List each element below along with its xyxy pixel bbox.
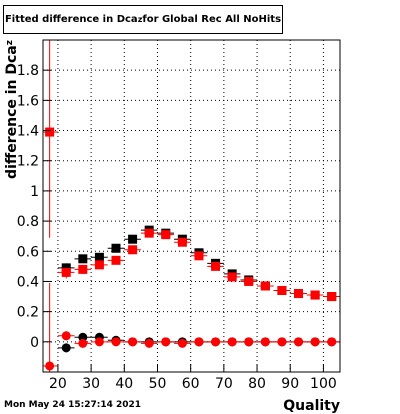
x-tick-label: 40 [115, 376, 133, 392]
square-marker [177, 237, 187, 247]
y-tick-label: 1 [30, 184, 39, 200]
square-marker [227, 272, 237, 282]
y-tick-label: 0.4 [17, 274, 39, 290]
y-tick-label: 0.8 [17, 214, 39, 230]
y-tick-label: 1.2 [17, 154, 39, 170]
x-axis-title: Quality [283, 398, 340, 414]
chart-title-prefix: Fitted difference in Dca [4, 14, 138, 25]
square-marker [61, 267, 71, 277]
circle-marker [161, 337, 171, 347]
circle-marker [111, 337, 121, 347]
circle-marker [177, 338, 187, 348]
y-tick-label: 1.8 [17, 63, 39, 79]
y-tick-label: 0 [30, 335, 39, 351]
y-tick-label: 1.4 [17, 124, 39, 140]
x-tick-label: 70 [215, 376, 233, 392]
circle-marker [244, 337, 254, 347]
y-axis-title-main: difference in Dca [4, 45, 20, 179]
square-marker [310, 290, 320, 300]
circle-marker [78, 338, 88, 348]
square-marker [260, 281, 270, 291]
chart-title-subscript: z [137, 15, 143, 24]
circle-marker [327, 337, 337, 347]
square-marker [144, 228, 154, 238]
square-marker [61, 263, 71, 273]
circle-marker [61, 331, 71, 341]
square-marker [45, 127, 55, 137]
square-marker [78, 254, 88, 264]
plot-frame [42, 39, 341, 373]
square-marker [161, 230, 171, 240]
x-tick-label: 80 [248, 376, 266, 392]
y-axis-title-subscript: z [5, 40, 15, 45]
square-marker [327, 292, 337, 302]
circle-marker [211, 337, 221, 347]
y-tick-label: 1.6 [17, 93, 39, 109]
y-tick-label: 0.6 [17, 244, 39, 260]
grid-layer [43, 40, 340, 372]
circle-marker [227, 337, 237, 347]
markers-layer [45, 127, 337, 371]
axis-ticks-layer: 20 30 40 50 60 70 80 90 100 0 0.2 0.4 0.6 0.8 1 1.2 1.4 1… [17, 63, 337, 392]
y-tick-label: 0.2 [17, 305, 39, 321]
square-marker [128, 245, 138, 255]
circle-marker [277, 337, 287, 347]
circle-marker [128, 337, 138, 347]
circle-marker [61, 343, 71, 353]
circle-marker [260, 337, 270, 347]
timestamp: Mon May 24 15:27:14 2021 [4, 400, 142, 410]
x-tick-label: 60 [182, 376, 200, 392]
square-marker [94, 252, 104, 262]
circle-marker [45, 361, 55, 371]
circle-marker [144, 338, 154, 348]
square-marker [277, 286, 287, 296]
x-tick-label: 50 [149, 376, 167, 392]
x-tick-label: 90 [281, 376, 299, 392]
chart-title: Fitted difference in Dca z for Global Rec… [3, 5, 283, 34]
square-marker [111, 255, 121, 265]
square-marker [128, 234, 138, 244]
circle-marker [94, 337, 104, 347]
x-tick-label: 100 [310, 376, 337, 392]
circle-marker [194, 337, 204, 347]
square-marker [78, 264, 88, 274]
square-marker [244, 276, 254, 286]
circle-marker [294, 337, 304, 347]
x-tick-label: 30 [82, 376, 100, 392]
circle-marker [310, 337, 320, 347]
square-marker [94, 260, 104, 270]
square-marker [211, 261, 221, 271]
y-axis-title: difference in Dcaz [4, 40, 20, 179]
square-marker [294, 289, 304, 299]
chart-title-suffix: for Global Rec All NoHits [142, 14, 282, 25]
error-bars-layer [43, 40, 340, 372]
square-marker [194, 251, 204, 261]
square-marker [111, 243, 121, 253]
x-tick-label: 20 [49, 376, 67, 392]
